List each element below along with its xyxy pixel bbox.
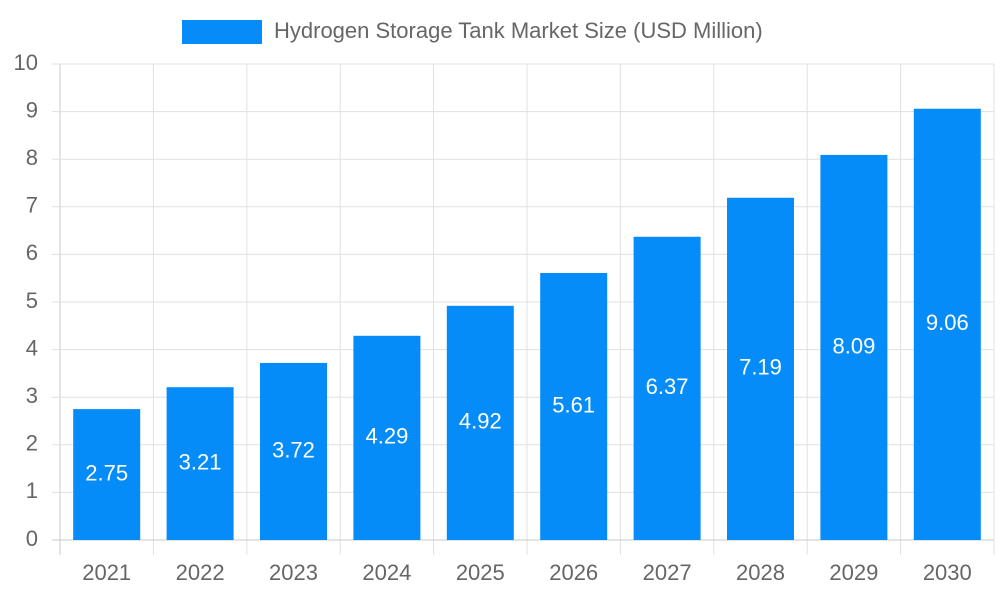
data-label: 6.37	[646, 374, 689, 399]
data-label: 7.19	[739, 355, 782, 380]
data-label: 9.06	[926, 310, 969, 335]
data-label: 5.61	[552, 392, 595, 417]
x-tick-label: 2022	[176, 560, 225, 585]
x-tick-label: 2026	[549, 560, 598, 585]
y-tick-label: 3	[26, 383, 38, 408]
data-label: 3.21	[179, 449, 222, 474]
bar	[260, 362, 327, 540]
y-tick-label: 2	[26, 431, 38, 456]
x-tick-label: 2030	[923, 560, 972, 585]
bar	[913, 108, 981, 540]
data-label: 3.72	[272, 437, 315, 462]
bar	[633, 236, 701, 540]
legend-swatch	[182, 20, 262, 44]
x-tick-label: 2024	[362, 560, 411, 585]
y-tick-label: 10	[14, 50, 38, 75]
y-tick-label: 7	[26, 193, 38, 218]
data-label: 4.29	[365, 424, 408, 449]
y-tick-label: 6	[26, 240, 38, 265]
bar	[353, 335, 421, 540]
y-tick-label: 5	[26, 288, 38, 313]
bar	[446, 305, 514, 540]
bar	[727, 197, 794, 541]
data-label: 8.09	[832, 333, 875, 358]
y-tick-label: 8	[26, 145, 38, 170]
x-tick-label: 2029	[829, 560, 878, 585]
x-tick-label: 2027	[643, 560, 692, 585]
bar	[540, 272, 608, 540]
y-tick-label: 9	[26, 97, 38, 122]
bar	[166, 387, 234, 540]
y-tick-label: 0	[26, 526, 38, 551]
x-tick-label: 2023	[269, 560, 318, 585]
data-label: 2.75	[85, 460, 128, 485]
x-tick-label: 2025	[456, 560, 505, 585]
bar	[820, 154, 888, 540]
legend-label: Hydrogen Storage Tank Market Size (USD M…	[274, 18, 763, 43]
x-tick-label: 2028	[736, 560, 785, 585]
y-tick-label: 4	[26, 335, 38, 360]
y-tick-label: 1	[26, 478, 38, 503]
x-tick-label: 2021	[82, 560, 131, 585]
bar	[73, 409, 141, 540]
data-label: 4.92	[459, 409, 502, 434]
